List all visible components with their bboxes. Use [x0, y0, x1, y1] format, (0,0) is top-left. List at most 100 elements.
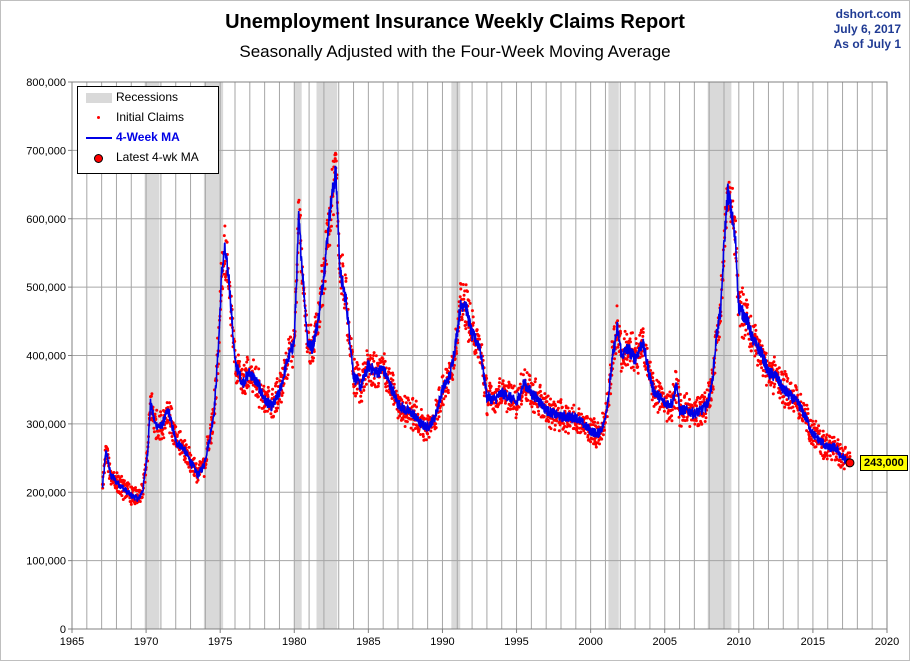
initial-claims-dot	[670, 419, 674, 423]
initial-claims-dot	[127, 482, 131, 486]
recession-swatch	[86, 93, 112, 103]
initial-claims-dot	[257, 405, 261, 409]
initial-claims-dot	[387, 367, 391, 371]
initial-claims-dot	[242, 363, 246, 367]
initial-claims-dot	[344, 279, 348, 283]
initial-claims-dot	[474, 351, 478, 355]
initial-claims-dot	[831, 452, 835, 456]
initial-claims-dot	[547, 420, 551, 423]
initial-claims-dot	[299, 213, 302, 217]
initial-claims-dot	[222, 272, 226, 276]
initial-claims-dot	[771, 392, 775, 396]
initial-claims-dot	[592, 417, 596, 421]
initial-claims-dot	[269, 412, 273, 416]
initial-claims-dot	[550, 421, 554, 425]
initial-claims-dot	[229, 323, 233, 327]
initial-claims-dot	[836, 438, 840, 442]
initial-claims-dot	[673, 406, 677, 410]
x-tick-label: 1990	[430, 636, 454, 648]
initial-claims-dot	[276, 402, 280, 406]
y-tick-label: 100,000	[26, 556, 66, 568]
initial-claims-dot	[848, 455, 852, 458]
initial-claims-dot	[572, 403, 576, 407]
initial-claims-dot	[674, 370, 678, 374]
y-tick-label: 500,000	[26, 282, 66, 294]
initial-claims-dot	[372, 359, 376, 363]
initial-claims-dot	[650, 398, 654, 402]
initial-claims-dot	[364, 382, 368, 386]
initial-claims-dot	[678, 392, 682, 396]
initial-claims-dot	[760, 366, 764, 370]
initial-claims-dot	[661, 391, 665, 395]
initial-claims-dot	[221, 287, 225, 291]
initial-claims-dot	[539, 389, 542, 393]
initial-claims-dot	[533, 411, 536, 414]
initial-claims-dot	[392, 382, 396, 386]
initial-claims-dot	[636, 365, 640, 369]
initial-claims-dot	[282, 358, 286, 362]
initial-claims-dot	[497, 384, 501, 388]
initial-claims-dot	[451, 378, 455, 381]
initial-claims-dot	[311, 359, 315, 363]
initial-claims-dot	[791, 405, 795, 409]
y-tick-label: 0	[60, 624, 66, 636]
initial-claims-dot	[179, 438, 183, 442]
initial-claims-dot	[154, 417, 158, 421]
initial-claims-dot	[731, 186, 734, 190]
initial-claims-dot	[628, 337, 632, 341]
initial-claims-dot	[374, 354, 378, 358]
initial-claims-dot	[153, 412, 157, 416]
initial-claims-dot	[743, 333, 747, 337]
initial-claims-dot	[566, 431, 570, 435]
initial-claims-dot	[649, 369, 653, 372]
initial-claims-dot	[818, 429, 822, 433]
initial-claims-dot	[472, 321, 475, 325]
initial-claims-dot	[773, 363, 777, 367]
initial-claims-dot	[683, 394, 687, 398]
initial-claims-dot	[115, 471, 119, 475]
initial-claims-dot	[761, 374, 765, 378]
initial-claims-dot	[703, 420, 707, 423]
initial-claims-dot	[616, 345, 620, 349]
initial-claims-dot	[625, 357, 629, 361]
initial-claims-dot	[437, 415, 441, 419]
initial-claims-dot	[734, 219, 738, 223]
initial-claims-dot	[704, 416, 708, 420]
initial-claims-dot	[341, 264, 345, 268]
initial-claims-dot	[744, 328, 748, 332]
initial-claims-dot	[679, 399, 683, 402]
initial-claims-dot	[313, 315, 317, 319]
initial-claims-dot	[312, 356, 315, 360]
initial-claims-dot	[658, 381, 662, 385]
initial-claims-dot	[756, 363, 760, 367]
initial-claims-dot	[795, 388, 799, 392]
initial-claims-dot	[245, 360, 249, 364]
initial-claims-dot	[291, 365, 295, 369]
initial-claims-dot	[533, 380, 537, 384]
initial-claims-dot	[484, 374, 488, 378]
initial-claims-dot	[749, 314, 753, 318]
initial-claims-dot	[580, 412, 583, 416]
initial-claims-dot	[245, 355, 249, 359]
initial-claims-dot	[512, 384, 516, 388]
initial-claims-dot	[197, 463, 201, 467]
initial-claims-dot	[308, 351, 312, 355]
legend-item-ma: 4-Week MA	[78, 128, 218, 148]
initial-claims-dot	[344, 276, 348, 280]
initial-claims-dot	[682, 415, 686, 419]
initial-claims-dot	[321, 263, 325, 267]
initial-claims-dot	[740, 290, 744, 294]
latest-value-callout: 243,000	[860, 455, 908, 471]
initial-claims-dot	[697, 423, 701, 427]
initial-claims-dot	[236, 353, 240, 357]
initial-claims-dot	[631, 365, 635, 369]
initial-claims-dot	[676, 379, 680, 383]
legend-item-initial-claims: Initial Claims	[78, 108, 218, 128]
initial-claims-dot	[758, 339, 762, 343]
initial-claims-dot	[589, 440, 593, 444]
initial-claims-dot	[782, 378, 786, 382]
initial-claims-dot	[634, 337, 638, 341]
initial-claims-dot	[275, 409, 279, 413]
initial-claims-dot	[811, 443, 815, 447]
initial-claims-dot	[612, 325, 616, 329]
